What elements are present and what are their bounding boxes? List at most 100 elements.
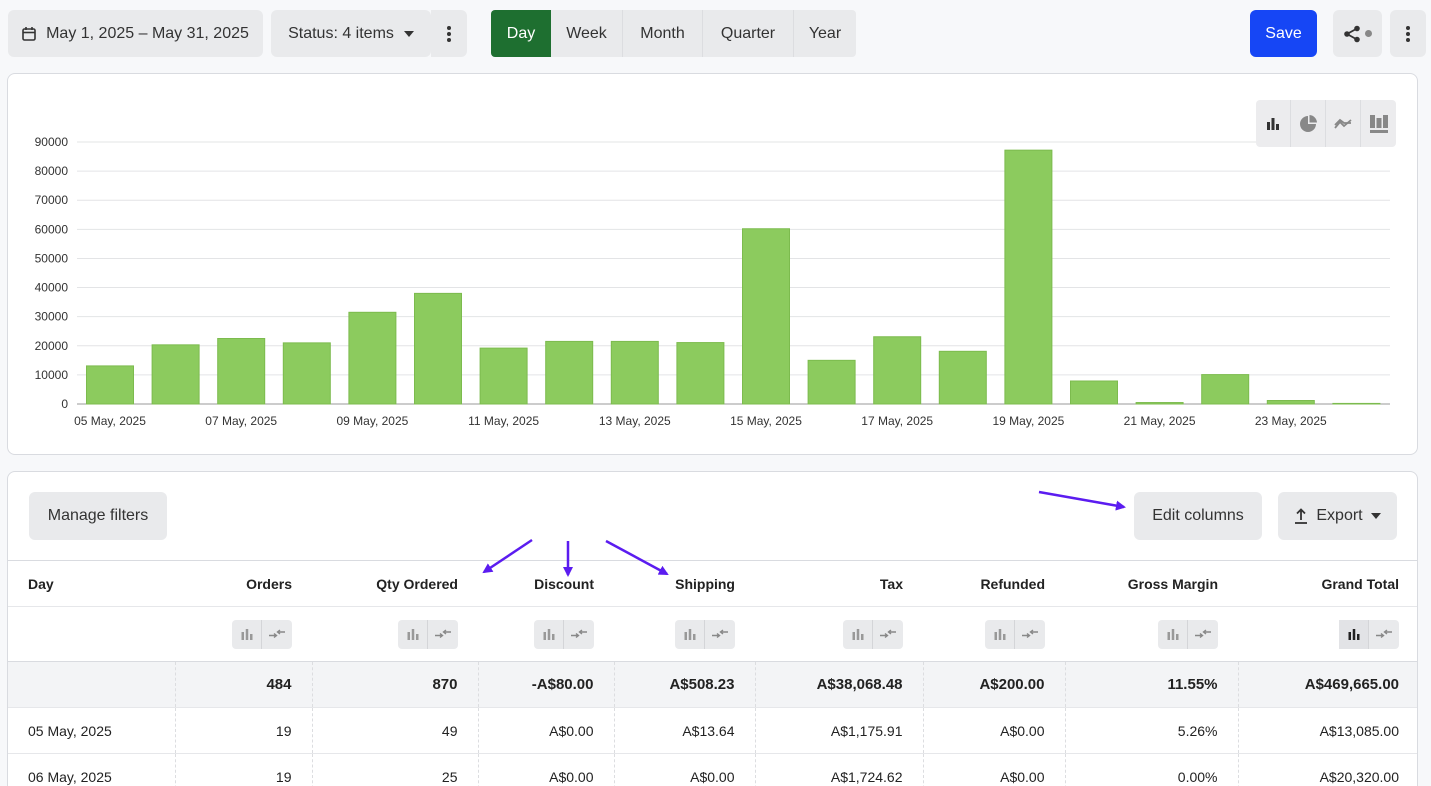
compare-arrows-icon xyxy=(1022,629,1038,639)
chart-column-button[interactable] xyxy=(534,619,564,649)
manage-filters-button[interactable]: Manage filters xyxy=(29,492,167,540)
column-chart-toggle xyxy=(398,619,458,649)
column-header-day[interactable]: Day xyxy=(8,560,175,607)
bar-chart-icon xyxy=(852,629,863,640)
chart-bar[interactable] xyxy=(479,347,528,405)
chart-type-pie[interactable] xyxy=(1291,100,1326,147)
table-cell: 19 xyxy=(174,707,312,754)
column-chart-toggle xyxy=(1158,619,1218,649)
chart-bar[interactable] xyxy=(348,311,397,405)
chart-bar[interactable] xyxy=(151,344,200,405)
status-dot-icon xyxy=(1365,30,1372,37)
save-button[interactable]: Save xyxy=(1250,10,1317,57)
chart-bar[interactable] xyxy=(1004,149,1053,405)
table-cell: 49 xyxy=(311,707,478,754)
column-header-discount[interactable]: Discount xyxy=(478,560,614,607)
column-chart-toggle xyxy=(985,619,1045,649)
compare-column-button[interactable] xyxy=(705,620,735,649)
compare-column-button[interactable] xyxy=(1369,620,1399,649)
compare-column-button[interactable] xyxy=(873,620,903,649)
more-options-button[interactable] xyxy=(1390,10,1426,57)
chart-column-button[interactable] xyxy=(1158,619,1188,649)
x-tick-label: 11 May, 2025 xyxy=(468,414,539,428)
chart-bar[interactable] xyxy=(1070,380,1118,405)
x-tick-label: 19 May, 2025 xyxy=(992,414,1064,428)
period-month[interactable]: Month xyxy=(623,10,703,57)
chart-column-button[interactable] xyxy=(1339,619,1369,649)
compare-column-button[interactable] xyxy=(428,620,458,649)
chart-column-button[interactable] xyxy=(398,619,428,649)
column-controls-cell xyxy=(1065,606,1238,662)
y-tick-label: 90000 xyxy=(35,135,69,149)
x-tick-label: 09 May, 2025 xyxy=(336,414,408,428)
status-filter-button[interactable]: Status: 4 items xyxy=(271,10,431,57)
chart-column-button[interactable] xyxy=(675,619,705,649)
bar-chart-icon xyxy=(1267,117,1279,130)
chart-bar[interactable] xyxy=(1201,374,1250,405)
chart-bar[interactable] xyxy=(86,365,134,405)
calendar-icon xyxy=(22,27,36,41)
compare-column-button[interactable] xyxy=(564,620,594,649)
chart-bar[interactable] xyxy=(282,342,331,405)
column-header-gross-margin[interactable]: Gross Margin xyxy=(1065,560,1238,607)
bar-chart-icon xyxy=(241,629,252,640)
date-range-button[interactable]: May 1, 2025 – May 31, 2025 xyxy=(8,10,263,57)
column-controls-cell xyxy=(923,606,1065,662)
column-controls-cell xyxy=(478,606,614,662)
column-header-refunded[interactable]: Refunded xyxy=(923,560,1065,607)
chart-type-line[interactable] xyxy=(1326,100,1361,147)
report-table-panel: Manage filters Edit columns Export Day O… xyxy=(7,471,1418,786)
period-week[interactable]: Week xyxy=(551,10,623,57)
chart-bar[interactable] xyxy=(545,340,594,405)
column-header-qty-ordered[interactable]: Qty Ordered xyxy=(312,560,478,607)
table-cell: A$0.00 xyxy=(922,753,1065,786)
period-selector: Day Week Month Quarter Year xyxy=(491,10,856,57)
column-header-orders[interactable]: Orders xyxy=(175,560,312,607)
compare-column-button[interactable] xyxy=(1188,620,1218,649)
caret-down-icon xyxy=(403,30,414,37)
x-tick-label: 17 May, 2025 xyxy=(861,414,933,428)
column-header-grand-total[interactable]: Grand Total xyxy=(1238,560,1417,607)
table-cell: 5.26% xyxy=(1064,707,1238,754)
chart-column-button[interactable] xyxy=(843,619,873,649)
bar-chart-icon xyxy=(1348,629,1359,640)
export-label: Export xyxy=(1316,507,1363,524)
chart-bar[interactable] xyxy=(610,340,659,405)
chart-bar[interactable] xyxy=(676,342,725,405)
period-year[interactable]: Year xyxy=(794,10,856,57)
column-chart-toggle xyxy=(843,619,903,649)
chart-bar[interactable] xyxy=(807,359,856,405)
compare-arrows-icon xyxy=(880,629,896,639)
x-tick-label: 15 May, 2025 xyxy=(730,414,802,428)
period-day[interactable]: Day xyxy=(491,10,551,57)
status-filter-label: Status: 4 items xyxy=(288,24,394,42)
compare-column-button[interactable] xyxy=(1015,620,1045,649)
chart-bar[interactable] xyxy=(1332,402,1381,405)
chart-bar[interactable] xyxy=(873,336,922,405)
export-button[interactable]: Export xyxy=(1278,492,1397,540)
edit-columns-button[interactable]: Edit columns xyxy=(1134,492,1262,540)
chart-bar[interactable] xyxy=(217,338,266,405)
bar-chart-icon xyxy=(543,629,554,640)
chart-bar[interactable] xyxy=(1135,402,1184,405)
column-header-tax[interactable]: Tax xyxy=(755,560,923,607)
compare-column-button[interactable] xyxy=(262,620,292,649)
chart-type-stacked[interactable] xyxy=(1361,100,1396,147)
table-cell: 05 May, 2025 xyxy=(8,707,175,754)
share-button[interactable] xyxy=(1333,10,1382,57)
column-chart-toggle xyxy=(675,619,735,649)
table-cell: A$13.64 xyxy=(613,707,755,754)
chart-bar[interactable] xyxy=(1266,400,1315,405)
chart-bar[interactable] xyxy=(414,292,462,405)
chart-bar[interactable] xyxy=(742,228,790,405)
y-tick-label: 80000 xyxy=(35,164,69,178)
total-cell: 11.55% xyxy=(1064,661,1238,708)
chart-bar[interactable] xyxy=(938,350,987,405)
bar-chart-icon xyxy=(994,629,1005,640)
chart-column-button[interactable] xyxy=(232,619,262,649)
chart-column-button[interactable] xyxy=(985,619,1015,649)
period-quarter[interactable]: Quarter xyxy=(703,10,794,57)
chart-type-bar[interactable] xyxy=(1256,100,1291,147)
filter-more-button[interactable] xyxy=(431,10,467,57)
column-header-shipping[interactable]: Shipping xyxy=(614,560,755,607)
